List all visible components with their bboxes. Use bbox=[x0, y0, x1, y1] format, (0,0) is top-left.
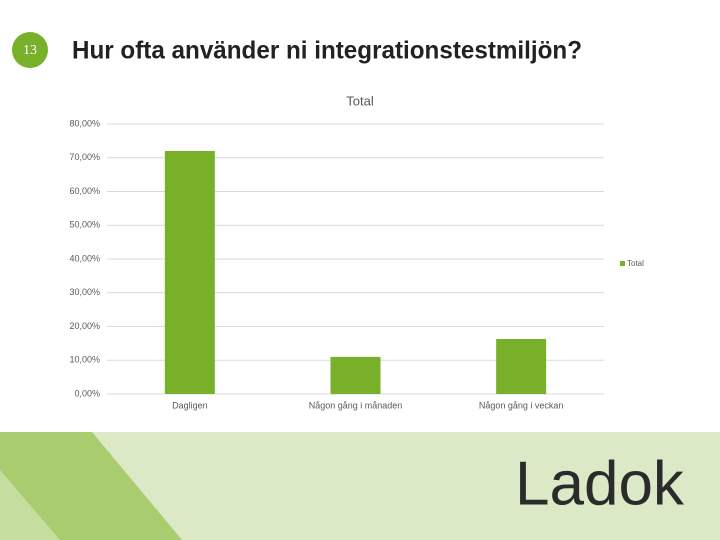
chart: 0,00% 10,00% 20,00% 30,00% 40,00% 50,00% 60,00… bbox=[69, 118, 644, 410]
y-tick-label: 70,00% bbox=[69, 152, 100, 162]
footer-shape bbox=[0, 432, 182, 540]
y-tick-label: 40,00% bbox=[69, 253, 100, 263]
legend-swatch bbox=[620, 261, 625, 266]
y-tick-label: 0,00% bbox=[74, 388, 100, 398]
bar bbox=[330, 356, 381, 394]
bar bbox=[496, 338, 547, 394]
y-tick-label: 80,00% bbox=[69, 118, 100, 128]
slide-title: Hur ofta använder ni integrationstestmil… bbox=[72, 37, 582, 65]
slide-number-badge bbox=[12, 32, 48, 68]
y-tick-label: 20,00% bbox=[69, 321, 100, 331]
bar bbox=[164, 151, 215, 394]
legend-label: Total bbox=[627, 259, 644, 268]
x-tick-label: Någon gång i månaden bbox=[309, 400, 403, 410]
slide-number: 13 bbox=[23, 43, 37, 58]
x-tick-label: Någon gång i veckan bbox=[479, 400, 564, 410]
logo: Ladok bbox=[515, 449, 685, 518]
y-tick-label: 10,00% bbox=[69, 355, 100, 365]
x-tick-label: Dagligen bbox=[172, 400, 208, 410]
chart-title: Total bbox=[346, 93, 374, 108]
y-tick-label: 50,00% bbox=[69, 220, 100, 230]
y-tick-label: 30,00% bbox=[69, 287, 100, 297]
footer-shape bbox=[0, 470, 60, 540]
y-tick-label: 60,00% bbox=[69, 186, 100, 196]
